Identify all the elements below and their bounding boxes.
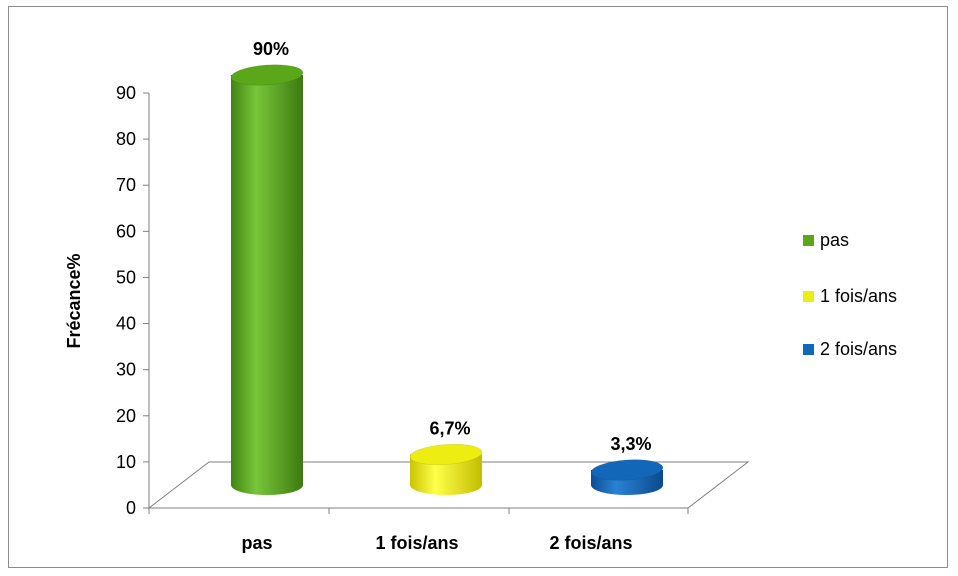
legend-label-1-fois-ans: 1 fois/ans <box>820 286 897 306</box>
legend-swatch-1-fois-ans <box>803 291 814 302</box>
bars: 90% 6,7% 3,3% <box>230 39 664 495</box>
legend-label-pas: pas <box>820 230 849 250</box>
y-tick-label: 90 <box>116 83 136 103</box>
x-tick-label-pas: pas <box>241 533 272 553</box>
bar-body <box>410 454 482 495</box>
chart-frame: 0 10 20 30 40 50 60 70 80 90 pas 1 fois/ans 2 fois/… <box>8 6 948 568</box>
bar-top <box>590 459 664 481</box>
legend-label-2-fois-ans: 2 fois/ans <box>820 339 897 359</box>
x-tick-label-1-fois-ans: 1 fois/ans <box>375 533 458 553</box>
bar-2-fois-ans: 3,3% <box>590 434 664 495</box>
data-label-2-fois-ans: 3,3% <box>610 434 651 454</box>
y-tick-label: 40 <box>116 314 136 334</box>
y-tick-label: 0 <box>126 498 136 518</box>
y-tick-label: 50 <box>116 267 136 287</box>
y-tick-label: 60 <box>116 221 136 241</box>
bar-pas: 90% <box>230 39 304 495</box>
axes: 0 10 20 30 40 50 60 70 80 90 pas 1 fois/ans 2 fois/… <box>116 83 750 553</box>
bar-top <box>409 443 483 466</box>
legend: pas 1 fois/ans 2 fois/ans <box>803 230 897 359</box>
y-axis-ticks: 0 10 20 30 40 50 60 70 80 90 <box>116 83 149 518</box>
y-tick-label: 10 <box>116 452 136 472</box>
data-label-pas: 90% <box>253 39 289 59</box>
x-tick-label-2-fois-ans: 2 fois/ans <box>549 533 632 553</box>
y-tick-label: 80 <box>116 129 136 149</box>
y-axis-label: Frécance% <box>64 253 84 348</box>
bar-chart: 0 10 20 30 40 50 60 70 80 90 pas 1 fois/ans 2 fois/… <box>64 39 897 553</box>
y-tick-label: 20 <box>116 406 136 426</box>
y-tick-label: 30 <box>116 360 136 380</box>
data-label-1-fois-ans: 6,7% <box>429 418 470 438</box>
x-axis-ticks: pas 1 fois/ans 2 fois/ans <box>148 508 689 553</box>
legend-swatch-2-fois-ans <box>803 344 814 355</box>
bar-1-fois-ans: 6,7% <box>409 418 483 495</box>
bar-top <box>230 64 304 86</box>
y-tick-label: 70 <box>116 175 136 195</box>
legend-swatch-pas <box>803 235 814 246</box>
bar-body <box>231 75 303 495</box>
